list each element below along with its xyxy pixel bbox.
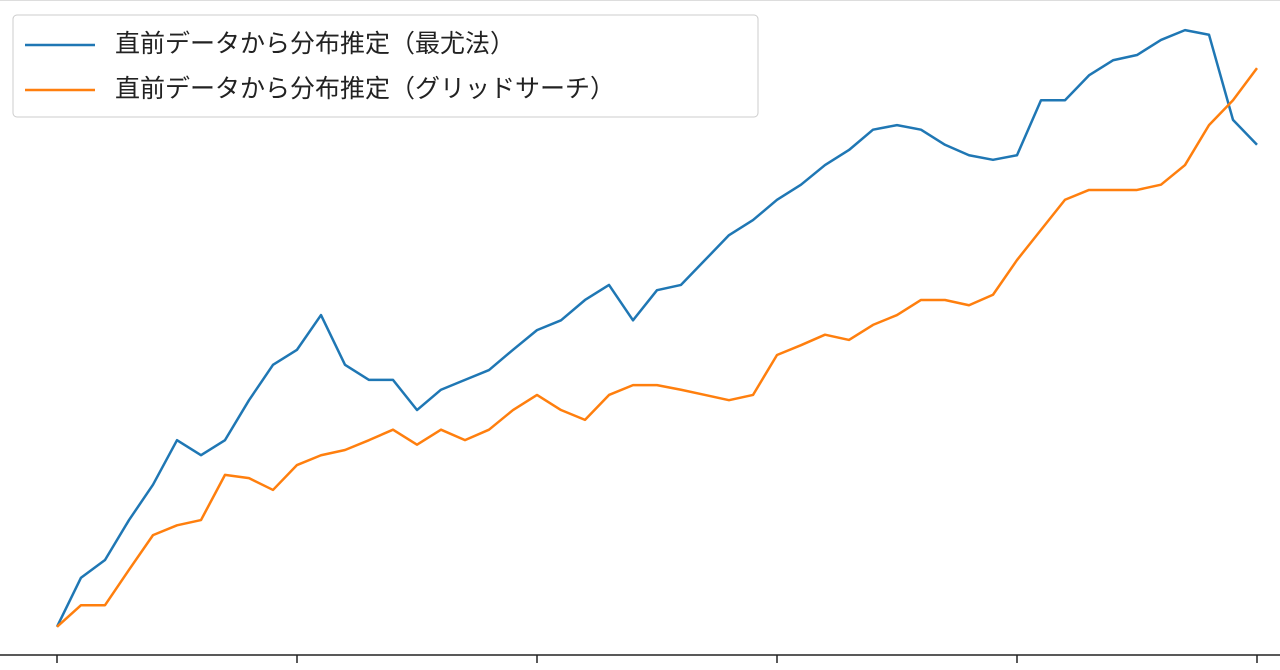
legend: 直前データから分布推定（最尤法） 直前データから分布推定（グリッドサーチ）	[12, 14, 759, 118]
line-series	[56, 67, 1259, 628]
legend-box	[12, 14, 759, 118]
legend-label: 直前データから分布推定（最尤法）	[115, 29, 515, 58]
legend-label: 直前データから分布推定（グリッドサーチ）	[115, 74, 615, 103]
line-series	[55, 28, 1258, 628]
